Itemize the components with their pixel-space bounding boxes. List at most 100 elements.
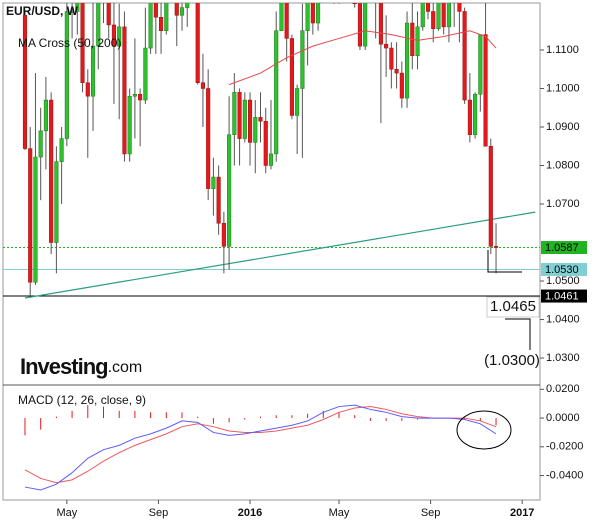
y-tick-label: 1.1000 — [546, 82, 580, 94]
candle-body — [185, 3, 190, 8]
candle-body — [452, 0, 456, 2]
x-tick-label: 2016 — [238, 507, 262, 519]
candle-body — [457, 3, 462, 12]
candle-body — [174, 3, 179, 16]
candle-body — [488, 146, 493, 247]
candle-body — [232, 92, 237, 135]
y-tick-label: -0.0200 — [546, 441, 583, 453]
y-tick-label: 0.0000 — [546, 412, 580, 424]
candle-body — [436, 3, 441, 30]
logo: Investing.com — [20, 354, 142, 379]
candle-body — [117, 26, 122, 47]
candle-body — [405, 22, 410, 99]
candle-body — [106, 3, 111, 26]
annotation-line — [505, 318, 531, 350]
candle-body — [441, 3, 446, 28]
candle-body — [153, 3, 158, 18]
candle-body — [43, 99, 48, 132]
level-label: 1.0587 — [545, 242, 579, 254]
candle-body — [200, 82, 205, 89]
candle-body — [310, 3, 315, 24]
candle-body — [148, 3, 153, 49]
y-tick-label: 1.0900 — [546, 121, 580, 133]
candle-body — [305, 3, 310, 31]
macd-line — [24, 404, 497, 491]
y-tick-label: 0.0200 — [546, 383, 580, 395]
macd-panel — [24, 404, 497, 491]
candle-body — [425, 3, 431, 12]
candle-body — [138, 94, 143, 101]
candle-body — [164, 3, 169, 31]
y-tick-label: 1.0400 — [546, 313, 580, 325]
candle-body — [284, 3, 289, 39]
candle-body — [159, 16, 164, 31]
level-tag — [541, 262, 587, 276]
chart-title: EUR/USD, W — [6, 4, 79, 18]
y-tick-label: 1.0800 — [546, 159, 580, 171]
candle-body — [420, 3, 425, 28]
candle-body — [216, 176, 221, 224]
x-tick-label: Sep — [149, 507, 169, 519]
candle-body — [75, 3, 80, 12]
candle-body — [289, 38, 294, 116]
level-label: 1.0461 — [545, 290, 579, 302]
candle-body — [59, 138, 64, 162]
candle-body — [70, 11, 75, 13]
candle-body — [221, 223, 226, 247]
candle-body — [493, 246, 499, 248]
candle-body — [431, 11, 436, 30]
candle-body — [352, 3, 357, 5]
candle-body — [49, 99, 54, 243]
candle-body — [279, 3, 284, 31]
candle-body — [263, 120, 268, 166]
candle-body — [127, 95, 132, 155]
y-tick-label: 1.0500 — [546, 275, 580, 287]
candle-body — [80, 3, 85, 83]
candle-body — [378, 3, 383, 45]
candle-body — [227, 134, 232, 247]
candle-body — [54, 161, 59, 243]
candle-body — [64, 11, 69, 139]
logo-suffix: .com — [108, 359, 143, 376]
candle-body — [462, 11, 467, 101]
candle-body — [394, 68, 399, 74]
candle-body — [28, 148, 33, 283]
candle-body — [90, 45, 96, 97]
candle-body — [111, 24, 117, 47]
candle-body — [295, 88, 300, 116]
candle-body — [253, 117, 258, 143]
candle-body — [247, 99, 253, 143]
y-tick-label: 1.0300 — [546, 352, 580, 364]
x-tick-label: May — [329, 507, 350, 519]
candle-body — [85, 82, 90, 97]
macd-label: MACD (12, 26, close, 9) — [18, 393, 146, 407]
candle-body — [132, 94, 137, 97]
candle-body — [237, 92, 242, 139]
x-tick-label: 2017 — [510, 507, 534, 519]
candle-body — [179, 7, 185, 16]
annotation: 1.0465 — [490, 298, 536, 315]
candle-body — [242, 99, 247, 139]
candle-body — [300, 30, 305, 89]
candle-body — [415, 26, 420, 57]
annotation: (1.0300) — [484, 352, 540, 369]
candle-body — [274, 30, 279, 155]
ma-line — [228, 30, 497, 86]
level-tag — [541, 241, 587, 255]
x-tick-label: May — [56, 507, 77, 519]
logo-main: Investing — [20, 354, 108, 379]
x-tick-label: Sep — [421, 507, 441, 519]
y-tick-label: 1.0700 — [546, 198, 580, 210]
candle-body — [473, 94, 478, 135]
candle-body — [399, 72, 404, 99]
candle-body — [195, 3, 200, 83]
candle-body — [22, 15, 28, 149]
candle-body — [143, 47, 148, 101]
candle-body — [33, 156, 38, 283]
candle-body — [258, 117, 263, 122]
axes: 1.1100 1.1000 1.0900 1.0800 1.0700 1.0500 1.04… — [56, 44, 587, 519]
candle-body — [483, 34, 488, 147]
candle-body — [206, 88, 211, 189]
indicator-label: MA Cross (50, 200) — [18, 36, 121, 50]
